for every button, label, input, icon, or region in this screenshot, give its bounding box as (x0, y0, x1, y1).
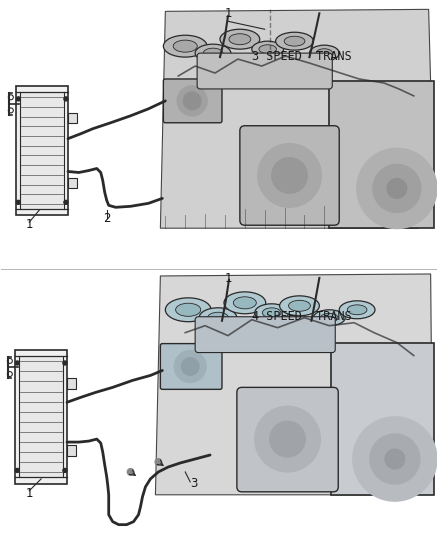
Text: 3 SPEED  TRANS: 3 SPEED TRANS (252, 50, 351, 62)
FancyBboxPatch shape (237, 387, 338, 492)
Circle shape (353, 417, 437, 501)
Text: 1: 1 (224, 7, 232, 20)
Text: 3: 3 (191, 477, 198, 490)
Ellipse shape (208, 312, 228, 323)
Ellipse shape (220, 29, 260, 49)
Text: 1: 1 (224, 272, 232, 285)
Circle shape (64, 200, 68, 204)
Ellipse shape (316, 49, 332, 58)
Circle shape (387, 179, 407, 198)
Circle shape (183, 92, 201, 110)
Circle shape (63, 361, 67, 365)
Bar (67, 378, 76, 389)
Circle shape (15, 361, 19, 365)
Circle shape (370, 434, 420, 484)
Ellipse shape (279, 296, 319, 316)
Circle shape (16, 97, 20, 101)
Circle shape (181, 358, 199, 375)
Ellipse shape (289, 300, 311, 311)
Polygon shape (155, 274, 431, 495)
Bar (15, 350, 67, 484)
Text: 1: 1 (25, 487, 33, 500)
Bar (68, 113, 77, 124)
Ellipse shape (176, 303, 201, 317)
Ellipse shape (339, 301, 375, 319)
Circle shape (258, 144, 321, 207)
Bar (21, 92, 64, 209)
Ellipse shape (199, 308, 237, 328)
Ellipse shape (195, 44, 231, 62)
FancyBboxPatch shape (163, 79, 222, 123)
Ellipse shape (284, 36, 305, 46)
Text: 1: 1 (25, 218, 33, 231)
Ellipse shape (252, 41, 283, 57)
Ellipse shape (173, 40, 197, 52)
Ellipse shape (163, 35, 207, 57)
FancyBboxPatch shape (195, 317, 335, 352)
Ellipse shape (259, 45, 276, 53)
Text: 2: 2 (103, 212, 110, 225)
FancyBboxPatch shape (240, 126, 339, 225)
Text: 4 SPEED  TRANS: 4 SPEED TRANS (252, 310, 351, 324)
Ellipse shape (347, 305, 367, 314)
Ellipse shape (276, 32, 314, 50)
Ellipse shape (233, 297, 256, 309)
Ellipse shape (165, 298, 211, 322)
Circle shape (127, 469, 134, 475)
Ellipse shape (314, 310, 345, 326)
Bar (67, 445, 76, 456)
Ellipse shape (321, 313, 338, 322)
Circle shape (357, 149, 437, 228)
Ellipse shape (224, 292, 266, 314)
Ellipse shape (309, 45, 339, 61)
Ellipse shape (255, 304, 289, 322)
Circle shape (15, 469, 19, 472)
Circle shape (64, 97, 68, 101)
Circle shape (174, 351, 206, 382)
Bar (68, 178, 77, 188)
Circle shape (385, 449, 405, 469)
Circle shape (272, 158, 307, 193)
FancyBboxPatch shape (160, 344, 222, 389)
Circle shape (177, 86, 207, 116)
Circle shape (155, 458, 162, 465)
Circle shape (63, 469, 67, 472)
Circle shape (270, 421, 305, 457)
Ellipse shape (229, 34, 251, 45)
Bar (19, 356, 63, 477)
Polygon shape (160, 10, 431, 228)
FancyBboxPatch shape (197, 53, 332, 89)
Circle shape (373, 165, 421, 212)
Ellipse shape (262, 308, 281, 318)
Ellipse shape (203, 48, 223, 58)
Bar (16, 86, 68, 215)
Circle shape (16, 200, 20, 204)
Circle shape (255, 406, 320, 472)
FancyBboxPatch shape (331, 343, 434, 495)
FancyBboxPatch shape (329, 81, 434, 228)
